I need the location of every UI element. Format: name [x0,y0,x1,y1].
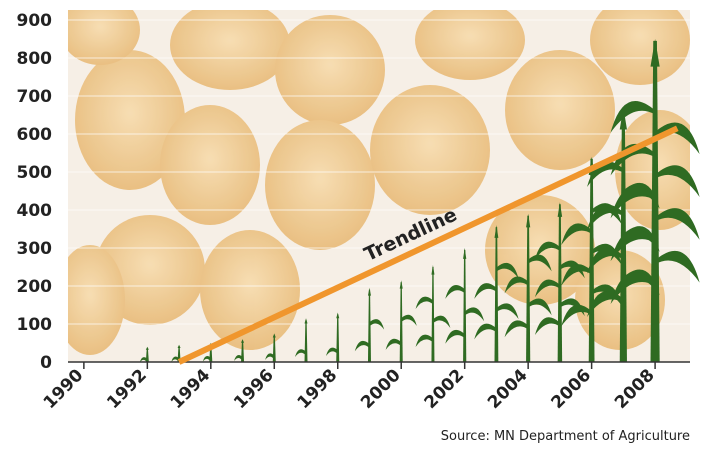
y-tick-label: 900 [17,11,53,31]
y-tick-label: 500 [17,163,53,183]
x-tick-label: 2004 [484,365,532,413]
x-tick-label: 1996 [230,365,278,413]
y-tick-label: 400 [17,201,53,221]
chart: Source: MN Department of Agriculture 0 10… [0,0,702,452]
x-tick-label: 1994 [167,365,215,413]
y-tick-label: 600 [17,125,53,145]
y-tick-label: 200 [17,277,53,297]
x-tick-label: 1998 [294,365,342,413]
x-tick-label: 2000 [357,365,405,413]
y-tick-label: 100 [17,315,53,335]
y-tick-label: 800 [17,49,53,69]
x-tick-label: 2002 [421,365,469,413]
y-tick-label: 300 [17,239,53,259]
source: Source: MN Department of Agriculture [441,429,690,444]
y-tick-label: 0 [40,353,52,373]
x-tick-label: 2008 [611,365,659,413]
x-tick-label: 1992 [103,365,151,413]
x-tick-label: 2006 [548,365,596,413]
y-tick-label: 700 [17,87,53,107]
